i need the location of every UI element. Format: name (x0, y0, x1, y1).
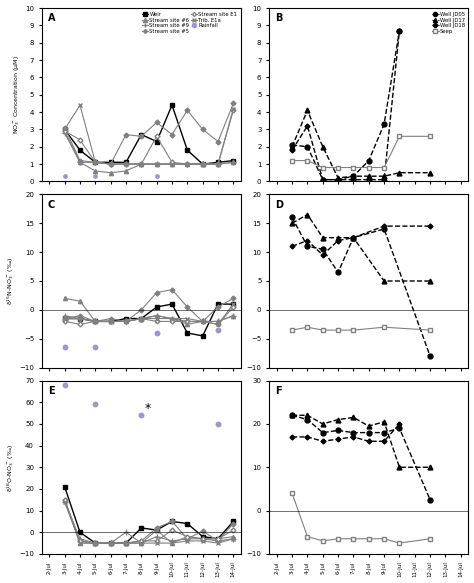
Text: F: F (275, 386, 282, 396)
Legend: Weir, Stream site #6, Stream site #9, Stream site #5, Stream site E1, Trib. E1a,: Weir, Stream site #6, Stream site #9, St… (141, 10, 238, 35)
Y-axis label: NO$_3^-$ Concentration (μM): NO$_3^-$ Concentration (μM) (13, 55, 22, 134)
Legend: Well JD05, Well JD17, Well JD18, Seep: Well JD05, Well JD17, Well JD18, Seep (431, 10, 466, 35)
Point (91, 400, 99, 409)
Text: B: B (275, 13, 283, 23)
Text: A: A (47, 13, 55, 23)
Point (153, 328, 161, 338)
Point (91, 171, 99, 181)
Point (214, 325, 222, 335)
Point (214, 419, 222, 429)
Text: C: C (47, 199, 55, 209)
Point (153, 171, 161, 181)
Point (61, 343, 68, 352)
Point (137, 410, 145, 420)
Point (61, 171, 68, 181)
Text: D: D (275, 199, 283, 209)
Point (91, 343, 99, 352)
Text: *: * (145, 402, 151, 415)
Point (61, 380, 68, 389)
Text: E: E (47, 386, 54, 396)
Y-axis label: δ$^{18}$O-NO$_3^-$ (‰): δ$^{18}$O-NO$_3^-$ (‰) (6, 443, 17, 491)
Y-axis label: δ$^{15}$N-NO$_3^-$ (‰): δ$^{15}$N-NO$_3^-$ (‰) (6, 257, 17, 305)
